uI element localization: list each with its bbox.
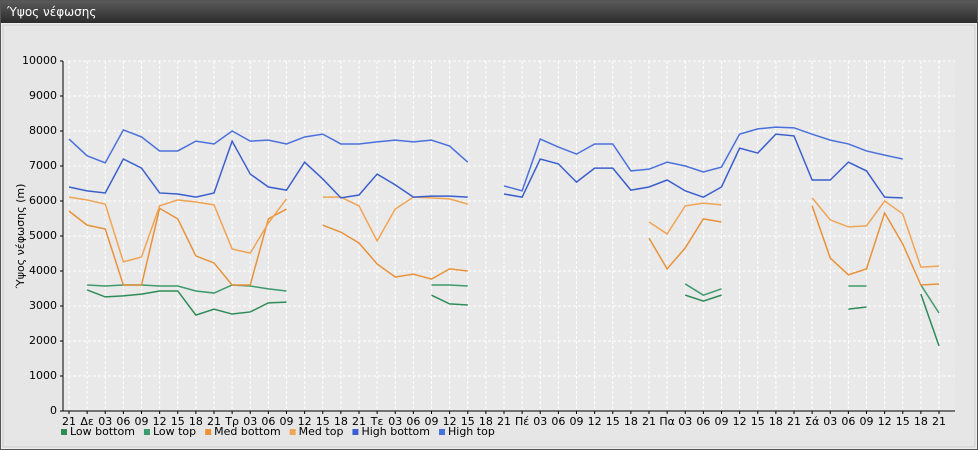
y-tick-label: 10000 — [22, 54, 57, 67]
x-tick-label: Τρ — [224, 415, 239, 428]
x-tick-label: 06 — [116, 415, 130, 428]
x-tick-label: 12 — [588, 415, 602, 428]
x-tick-label: 09 — [715, 415, 729, 428]
series-line — [87, 283, 940, 314]
legend-swatch — [289, 429, 296, 435]
x-tick-label: 03 — [533, 415, 547, 428]
x-tick-label: 18 — [914, 415, 928, 428]
legend-swatch — [352, 429, 359, 435]
y-tick-label: 0 — [50, 404, 57, 417]
y-tick-label: 5000 — [29, 229, 57, 242]
x-tick-label: 03 — [98, 415, 112, 428]
x-tick-label: 12 — [878, 415, 892, 428]
x-tick-label: 18 — [479, 415, 493, 428]
legend-swatch — [143, 429, 150, 435]
x-tick-label: 15 — [461, 415, 475, 428]
y-tick-label: 9000 — [29, 89, 57, 102]
x-tick-label: 09 — [135, 415, 149, 428]
y-tick-label: 7000 — [29, 159, 57, 172]
y-tick-label: 8000 — [29, 124, 57, 137]
x-tick-label: Πα — [659, 415, 675, 428]
x-tick-label: 21 — [352, 415, 366, 428]
x-tick-label: Τε — [370, 415, 384, 428]
legend-label: High top — [448, 425, 495, 438]
x-tick-label: 15 — [606, 415, 620, 428]
x-tick-label: 21 — [62, 415, 76, 428]
legend-label: Low bottom — [70, 425, 135, 438]
window-title: Ύψος νέφωσης — [7, 5, 97, 19]
x-tick-label: 06 — [841, 415, 855, 428]
x-tick-label: 12 — [443, 415, 457, 428]
x-tick-label: 03 — [678, 415, 692, 428]
x-tick-label: 15 — [316, 415, 330, 428]
y-tick-label: 3000 — [29, 299, 57, 312]
x-tick-label: 18 — [624, 415, 638, 428]
y-axis-label: Ύψος νέφωσης (m) — [14, 184, 27, 290]
x-tick-label: 09 — [280, 415, 294, 428]
x-tick-label: 18 — [334, 415, 348, 428]
x-tick-label: 21 — [932, 415, 946, 428]
series-line — [68, 133, 903, 199]
x-tick-label: 03 — [823, 415, 837, 428]
x-tick-label: Δε — [80, 415, 94, 428]
x-tick-label: Πέ — [515, 415, 529, 428]
x-tick-label: 21 — [787, 415, 801, 428]
x-tick-label: 21 — [642, 415, 656, 428]
x-tick-label: 15 — [896, 415, 910, 428]
x-tick-label: 06 — [551, 415, 565, 428]
x-tick-label: 18 — [769, 415, 783, 428]
y-tick-label: 4000 — [29, 264, 57, 277]
series-line — [68, 126, 903, 192]
x-tick-label: 06 — [696, 415, 710, 428]
x-tick-label: 21 — [207, 415, 221, 428]
x-tick-label: 09 — [570, 415, 584, 428]
legend-swatch — [439, 429, 445, 435]
legend-swatch — [205, 429, 212, 435]
x-tick-label: 09 — [425, 415, 439, 428]
x-tick-label: 15 — [171, 415, 185, 428]
legend-label: Med bottom — [214, 425, 281, 438]
x-tick-label: 21 — [497, 415, 511, 428]
x-tick-label: 12 — [153, 415, 167, 428]
title-bar: Ύψος νέφωσης — [1, 1, 977, 23]
legend-label: Low top — [153, 425, 196, 438]
x-tick-label: Σά — [805, 415, 819, 428]
legend-swatch — [61, 429, 67, 435]
y-tick-label: 1000 — [29, 369, 57, 382]
x-tick-label: 06 — [261, 415, 275, 428]
x-tick-label: 06 — [406, 415, 420, 428]
x-tick-label: 03 — [388, 415, 402, 428]
y-tick-label: 2000 — [29, 334, 57, 347]
x-tick-label: 03 — [243, 415, 257, 428]
series-line — [68, 205, 940, 286]
x-tick-label: 15 — [751, 415, 765, 428]
y-tick-label: 6000 — [29, 194, 57, 207]
x-tick-label: 09 — [860, 415, 874, 428]
series-line — [86, 289, 940, 347]
x-tick-label: 12 — [298, 415, 312, 428]
series-line — [68, 196, 940, 268]
legend-label: Med top — [299, 425, 344, 438]
x-tick-label: 18 — [189, 415, 203, 428]
x-tick-label: 12 — [733, 415, 747, 428]
chart: Ύψος νέφωσης (m) 0 1000 2000 3000 4000 5000 60… — [2, 24, 976, 448]
legend-label: High bottom — [361, 425, 430, 438]
